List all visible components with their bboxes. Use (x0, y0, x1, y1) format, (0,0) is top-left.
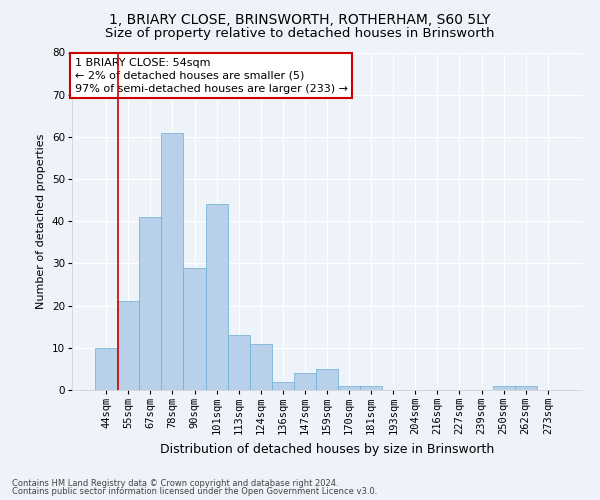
Bar (338, 386, 360, 390)
Bar (294, 373, 316, 390)
X-axis label: Distribution of detached houses by size in Brinsworth: Distribution of detached houses by size … (160, 443, 494, 456)
Bar (139, 217, 161, 390)
Text: 1, BRIARY CLOSE, BRINSWORTH, ROTHERHAM, S60 5LY: 1, BRIARY CLOSE, BRINSWORTH, ROTHERHAM, … (109, 12, 491, 26)
Bar (117, 302, 139, 390)
Bar (184, 268, 206, 390)
Bar (206, 204, 227, 390)
Bar (515, 386, 537, 390)
Y-axis label: Number of detached properties: Number of detached properties (37, 134, 46, 309)
Bar (316, 369, 338, 390)
Bar (272, 382, 294, 390)
Bar (227, 335, 250, 390)
Bar (493, 386, 515, 390)
Bar (95, 348, 117, 390)
Bar (250, 344, 272, 390)
Bar (161, 132, 184, 390)
Bar (360, 386, 382, 390)
Text: Contains public sector information licensed under the Open Government Licence v3: Contains public sector information licen… (12, 487, 377, 496)
Text: Size of property relative to detached houses in Brinsworth: Size of property relative to detached ho… (105, 28, 495, 40)
Text: 1 BRIARY CLOSE: 54sqm
← 2% of detached houses are smaller (5)
97% of semi-detach: 1 BRIARY CLOSE: 54sqm ← 2% of detached h… (74, 58, 347, 94)
Text: Contains HM Land Registry data © Crown copyright and database right 2024.: Contains HM Land Registry data © Crown c… (12, 478, 338, 488)
